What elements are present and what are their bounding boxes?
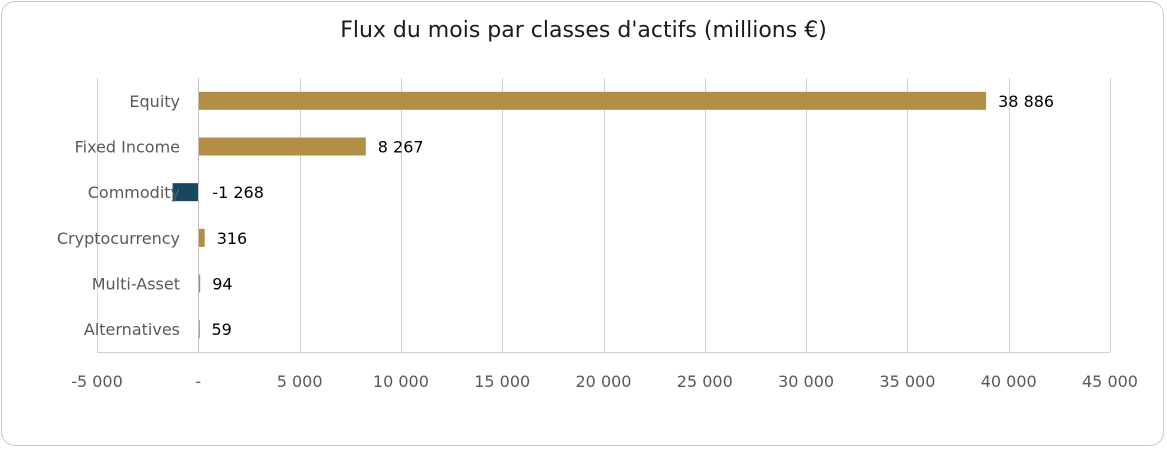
category-label: Fixed Income: [75, 138, 180, 157]
bar: [198, 274, 201, 293]
x-tick-label: 45 000: [1082, 372, 1138, 391]
x-tick-label: 10 000: [373, 372, 429, 391]
category-label: Cryptocurrency: [57, 229, 180, 248]
data-label: 316: [217, 229, 248, 248]
data-label: 8 267: [378, 138, 424, 157]
bar: [198, 320, 200, 339]
x-tick-label: 25 000: [677, 372, 733, 391]
bar: [198, 137, 366, 156]
data-label: 38 886: [998, 92, 1054, 111]
x-tick-label: 30 000: [778, 372, 834, 391]
data-label: 94: [212, 275, 232, 294]
bar: [172, 183, 199, 202]
data-label: 59: [211, 320, 231, 339]
category-label: Commodity: [88, 183, 180, 202]
category-label: Alternatives: [84, 320, 180, 339]
category-label: Equity: [129, 92, 180, 111]
data-label: -1 268: [212, 183, 264, 202]
x-tick-label: 15 000: [474, 372, 530, 391]
category-label: Multi-Asset: [92, 275, 180, 294]
x-tick-label: 5 000: [277, 372, 323, 391]
bar: [198, 91, 987, 110]
chart-title: Flux du mois par classes d'actifs (milli…: [340, 18, 827, 43]
x-tick-label: 40 000: [981, 372, 1037, 391]
x-tick-label: -5 000: [71, 372, 123, 391]
x-tick-label: 35 000: [879, 372, 935, 391]
x-tick-label: -: [195, 372, 201, 391]
x-tick-label: 20 000: [576, 372, 632, 391]
bar: [198, 228, 205, 247]
